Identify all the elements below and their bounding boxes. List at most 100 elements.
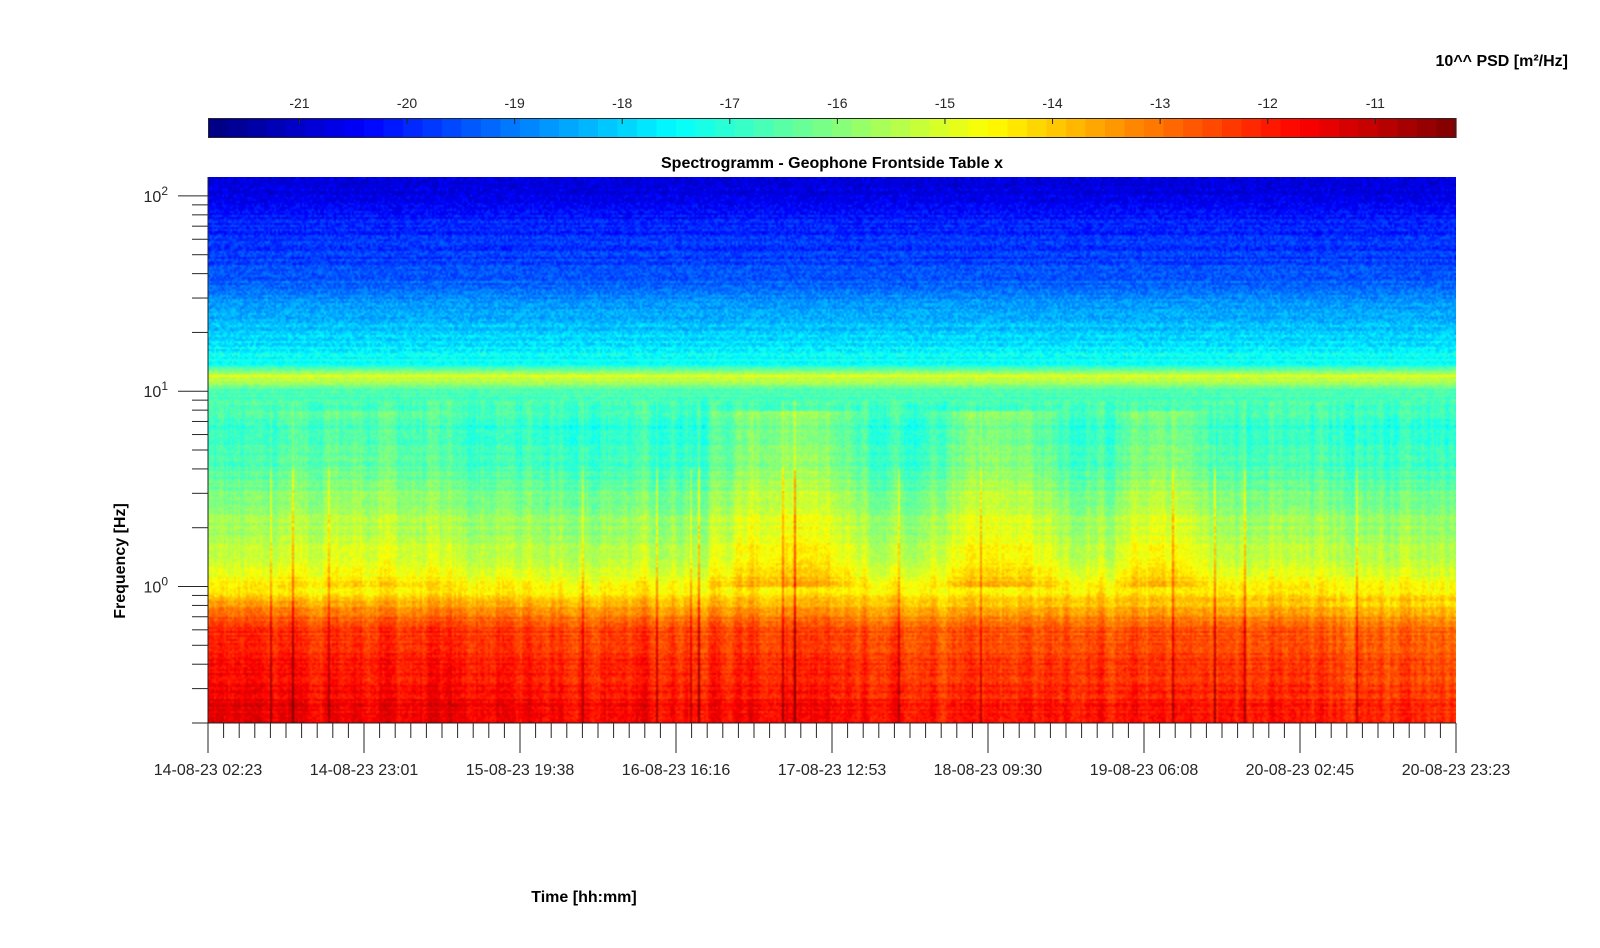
colorbar-cell: [1183, 118, 1204, 138]
chart-title: Spectrogramm - Geophone Frontside Table …: [661, 155, 1003, 172]
colorbar-cell: [871, 118, 892, 138]
colorbar-cell: [364, 118, 385, 138]
colorbar-cell: [793, 118, 814, 138]
y-axis-label: Frequency [Hz]: [112, 503, 129, 619]
colorbar-tick-label: -18: [612, 95, 632, 111]
colorbar-cell: [578, 118, 599, 138]
colorbar-cell: [1339, 118, 1360, 138]
colorbar-cell: [734, 118, 755, 138]
y-tick-label: 102: [144, 184, 169, 206]
colorbar-tick-label: -14: [1042, 95, 1062, 111]
x-axis-label: Time [hh:mm]: [531, 889, 636, 906]
colorbar-cell: [617, 118, 638, 138]
colorbar-cell: [1358, 118, 1379, 138]
colorbar-cell: [695, 118, 716, 138]
colorbar-cell: [442, 118, 463, 138]
colorbar-cell: [1085, 118, 1106, 138]
colorbar-cell: [812, 118, 833, 138]
x-tick-label: 18-08-23 09:30: [934, 762, 1043, 779]
colorbar-cell: [500, 118, 521, 138]
colorbar-cell: [656, 118, 677, 138]
colorbar-cell: [929, 118, 950, 138]
spectrogram-heatmap: [208, 177, 1456, 723]
x-tick-label: 20-08-23 02:45: [1246, 762, 1355, 779]
x-tick-label: 19-08-23 06:08: [1090, 762, 1199, 779]
colorbar-cell: [598, 118, 619, 138]
colorbar-cell: [1124, 118, 1145, 138]
colorbar-cell: [325, 118, 346, 138]
colorbar-cell: [1066, 118, 1087, 138]
y-axis: 100 101 102: [144, 177, 209, 724]
colorbar-cell: [305, 118, 326, 138]
colorbar-cell: [461, 118, 482, 138]
colorbar-cell: [1163, 118, 1184, 138]
colorbar-tick-label: -13: [1150, 95, 1170, 111]
colorbar-tick-label: -21: [289, 95, 309, 111]
colorbar-tick-label: -16: [827, 95, 847, 111]
colorbar-cell: [1007, 118, 1028, 138]
colorbar-cell: [1397, 118, 1418, 138]
colorbar-cell: [910, 118, 931, 138]
colorbar-cell: [422, 118, 443, 138]
x-tick-label: 14-08-23 02:23: [154, 762, 263, 779]
x-axis: 14-08-23 02:23 14-08-23 23:01 15-08-23 19:…: [154, 722, 1511, 779]
colorbar-cell: [1105, 118, 1126, 138]
plot-area: 100 101 102 14-08-23 02:23 14-08-23 23:01 15…: [144, 177, 1511, 779]
colorbar-cell: [1144, 118, 1165, 138]
colorbar-cell: [676, 118, 697, 138]
colorbar-frame: [208, 118, 1456, 138]
colorbar-cell: [266, 118, 287, 138]
colorbar-cell: [247, 118, 268, 138]
colorbar-cell: [383, 118, 404, 138]
colorbar-cell: [637, 118, 658, 138]
colorbar-tick-label: -15: [935, 95, 955, 111]
colorbar-cell: [773, 118, 794, 138]
colorbar-cell: [1280, 118, 1301, 138]
colorbar-tick-label: -12: [1258, 95, 1278, 111]
colorbar-cell: [481, 118, 502, 138]
x-tick-label: 17-08-23 12:53: [778, 762, 887, 779]
colorbar-cell: [1378, 118, 1399, 138]
colorbar-cell: [754, 118, 775, 138]
colorbar-cell: [1222, 118, 1243, 138]
x-tick-label: 20-08-23 23:23: [1402, 762, 1511, 779]
colorbar-cell: [851, 118, 872, 138]
colorbar-tick-label: -17: [720, 95, 740, 111]
colorbar-cell: [949, 118, 970, 138]
colorbar-cell: [1046, 118, 1067, 138]
colorbar-tick-label: -19: [505, 95, 525, 111]
colorbar-cell: [539, 118, 560, 138]
colorbar-ticks: -21 -20 -19 -18 -17 -16 -15 -14 -13 -12 -11: [289, 95, 1385, 124]
colorbar-cell: [1241, 118, 1262, 138]
colorbar-tick-label: -11: [1366, 95, 1385, 111]
colorbar-cell: [832, 118, 853, 138]
colorbar-label: 10^^ PSD [m²/Hz]: [1436, 53, 1568, 70]
colorbar-tick-label: -20: [397, 95, 417, 111]
colorbar-cell: [1319, 118, 1340, 138]
colorbar-cell: [227, 118, 248, 138]
colorbar-cell: [1300, 118, 1321, 138]
colorbar-cell: [520, 118, 541, 138]
colorbar-cell: [1027, 118, 1048, 138]
y-tick-label: 100: [144, 575, 169, 597]
colorbar-cell: [559, 118, 580, 138]
colorbar-cell: [1202, 118, 1223, 138]
x-tick-label: 16-08-23 16:16: [622, 762, 731, 779]
x-tick-label: 15-08-23 19:38: [466, 762, 575, 779]
colorbar-cell: [890, 118, 911, 138]
colorbar-cell: [968, 118, 989, 138]
colorbar-cell: [286, 118, 307, 138]
colorbar-cell: [1417, 118, 1438, 138]
colorbar-cell: [403, 118, 424, 138]
colorbar-cell: [988, 118, 1009, 138]
colorbar-gradient: [208, 118, 1457, 138]
colorbar-cell: [1436, 118, 1457, 138]
colorbar: -21 -20 -19 -18 -17 -16 -15 -14 -13 -12 -11: [208, 95, 1457, 138]
y-tick-label: 101: [144, 379, 169, 401]
colorbar-cell: [1261, 118, 1282, 138]
colorbar-cell: [208, 118, 229, 138]
x-tick-label: 14-08-23 23:01: [310, 762, 419, 779]
colorbar-cell: [715, 118, 736, 138]
colorbar-cell: [344, 118, 365, 138]
